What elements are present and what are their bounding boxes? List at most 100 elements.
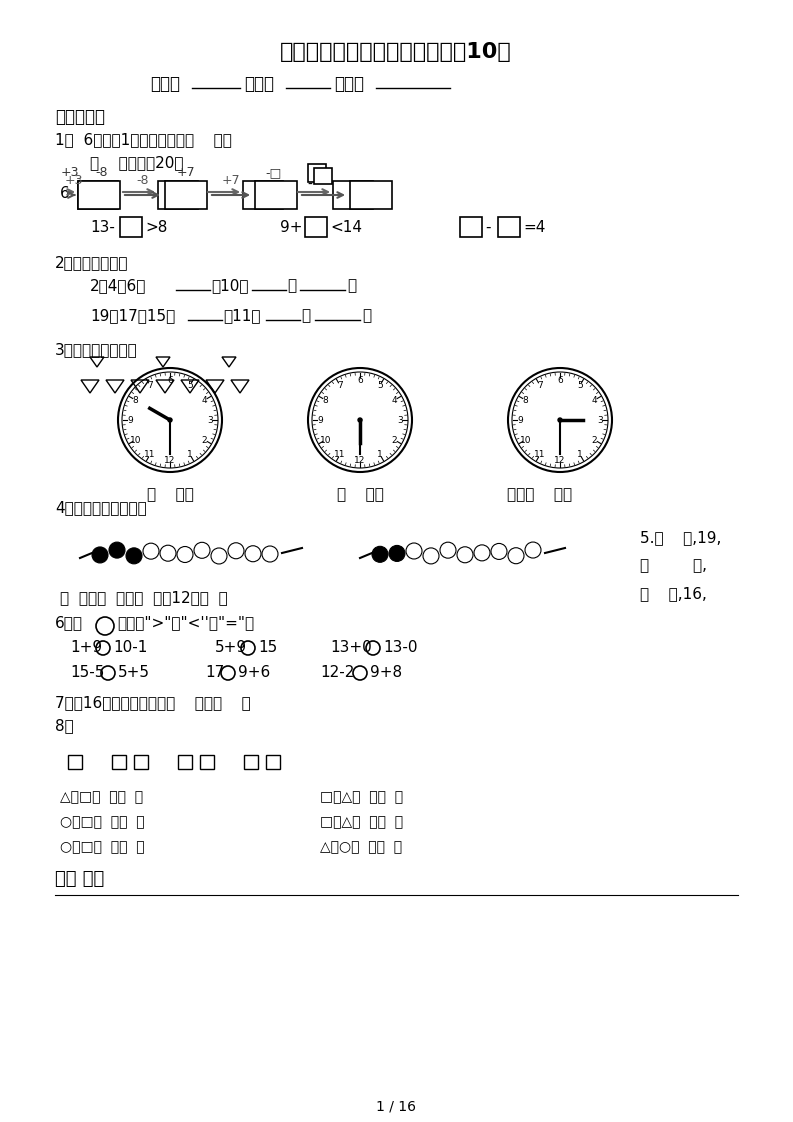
Bar: [244, 755, 258, 769]
Bar: [314, 168, 332, 184]
Text: 8: 8: [323, 395, 328, 405]
Circle shape: [262, 546, 278, 562]
Text: 13-0: 13-0: [383, 640, 417, 655]
Text: （  ），（  ），（  ），12，（  ）: （ ），（ ），（ ），12，（ ）: [60, 590, 228, 605]
Text: 5.（    ）,19,: 5.（ ）,19,: [640, 530, 722, 545]
Text: 1．  6个一和1个十合起来是（    ）。: 1． 6个一和1个十合起来是（ ）。: [55, 132, 232, 147]
Bar: [350, 181, 392, 209]
Text: 1+9: 1+9: [70, 640, 102, 655]
Text: 5+9: 5+9: [215, 640, 247, 655]
Text: +7: +7: [222, 174, 240, 187]
Text: 3: 3: [397, 415, 403, 424]
Text: <14: <14: [330, 220, 362, 234]
Text: （    ）时: （ ）时: [147, 487, 193, 502]
Text: 5: 5: [377, 380, 383, 389]
Circle shape: [92, 546, 108, 563]
Text: （         ）,: （ ）,: [640, 558, 707, 573]
Text: 8: 8: [523, 395, 528, 405]
Text: 1: 1: [577, 450, 583, 459]
Text: 7: 7: [337, 380, 343, 389]
Text: 12-2: 12-2: [320, 665, 354, 680]
Text: 。: 。: [347, 278, 356, 293]
Text: 7: 7: [537, 380, 543, 389]
Text: 7: 7: [147, 380, 153, 389]
Text: 9: 9: [127, 415, 133, 424]
Text: 5: 5: [187, 380, 193, 389]
Bar: [165, 181, 207, 209]
Bar: [498, 217, 520, 237]
Text: □比△（  ）（  ）: □比△（ ）（ ）: [320, 815, 403, 829]
Circle shape: [177, 546, 193, 562]
Text: 苏教版一年级上册数学期末试卷10套: 苏教版一年级上册数学期末试卷10套: [280, 42, 511, 62]
Text: 10: 10: [129, 435, 141, 444]
Bar: [333, 181, 373, 209]
Text: 大约（    ）时: 大约（ ）时: [508, 487, 573, 502]
Text: ○比□（  ）（  ）: ○比□（ ）（ ）: [60, 840, 144, 854]
Circle shape: [160, 545, 176, 561]
Text: 、11、: 、11、: [223, 309, 260, 323]
Text: 7．与16相邻的两个数是（    ）和（    ）: 7．与16相邻的两个数是（ ）和（ ）: [55, 695, 251, 710]
Text: 19、17、15、: 19、17、15、: [90, 309, 175, 323]
Text: 9: 9: [317, 415, 323, 424]
Circle shape: [126, 548, 142, 564]
Text: 10: 10: [519, 435, 531, 444]
Text: 1: 1: [377, 450, 383, 459]
Text: 11: 11: [144, 450, 155, 459]
Text: 姓名：: 姓名：: [244, 75, 274, 93]
Text: 15: 15: [258, 640, 278, 655]
Text: 11: 11: [534, 450, 546, 459]
Bar: [120, 217, 142, 237]
Text: （    ）时: （ ）时: [336, 487, 384, 502]
Circle shape: [508, 548, 524, 563]
Text: -8: -8: [95, 166, 108, 180]
Circle shape: [372, 546, 388, 562]
Circle shape: [211, 548, 227, 564]
Bar: [200, 755, 214, 769]
Circle shape: [440, 542, 456, 558]
Bar: [68, 755, 82, 769]
Text: 4: 4: [202, 395, 208, 405]
Bar: [158, 181, 198, 209]
Text: -: -: [307, 178, 312, 192]
Text: 1: 1: [187, 450, 193, 459]
Text: 6: 6: [357, 376, 363, 385]
Text: +3: +3: [61, 166, 79, 180]
Bar: [178, 755, 192, 769]
Circle shape: [525, 542, 541, 558]
Text: （    ）个十是20。: （ ）个十是20。: [90, 155, 183, 171]
Text: 8．: 8．: [55, 718, 74, 733]
Text: 13+0: 13+0: [330, 640, 372, 655]
Circle shape: [168, 419, 172, 422]
Circle shape: [558, 419, 562, 422]
Text: 3: 3: [207, 415, 213, 424]
Text: 3: 3: [597, 415, 603, 424]
Text: 3．看钟面填时间。: 3．看钟面填时间。: [55, 342, 138, 357]
Text: □比△（  ）（  ）: □比△（ ）（ ）: [320, 790, 403, 804]
Text: 6: 6: [167, 376, 173, 385]
Text: （    ）,16,: （ ）,16,: [640, 586, 707, 601]
Text: -8: -8: [136, 174, 149, 187]
Bar: [460, 217, 482, 237]
Bar: [255, 181, 297, 209]
Text: 15-5: 15-5: [70, 665, 105, 680]
Circle shape: [245, 545, 261, 562]
Text: 9+: 9+: [280, 220, 302, 234]
Bar: [134, 755, 148, 769]
Text: 、: 、: [301, 309, 310, 323]
Text: 8: 8: [132, 395, 138, 405]
Bar: [305, 217, 327, 237]
Text: 6．在: 6．在: [55, 615, 83, 629]
Text: 4: 4: [592, 395, 597, 405]
Text: =4: =4: [523, 220, 546, 234]
Text: 二、 口算: 二、 口算: [55, 870, 104, 888]
Text: 。: 。: [362, 309, 371, 323]
Circle shape: [474, 545, 490, 561]
Text: 班级：: 班级：: [150, 75, 180, 93]
Text: 1 / 16: 1 / 16: [376, 1100, 416, 1114]
Bar: [112, 755, 126, 769]
Text: 2: 2: [202, 435, 208, 444]
Text: 10: 10: [320, 435, 331, 444]
Text: △比○（  ）（  ）: △比○（ ）（ ）: [320, 840, 402, 854]
Text: 、: 、: [287, 278, 296, 293]
Circle shape: [358, 419, 362, 422]
